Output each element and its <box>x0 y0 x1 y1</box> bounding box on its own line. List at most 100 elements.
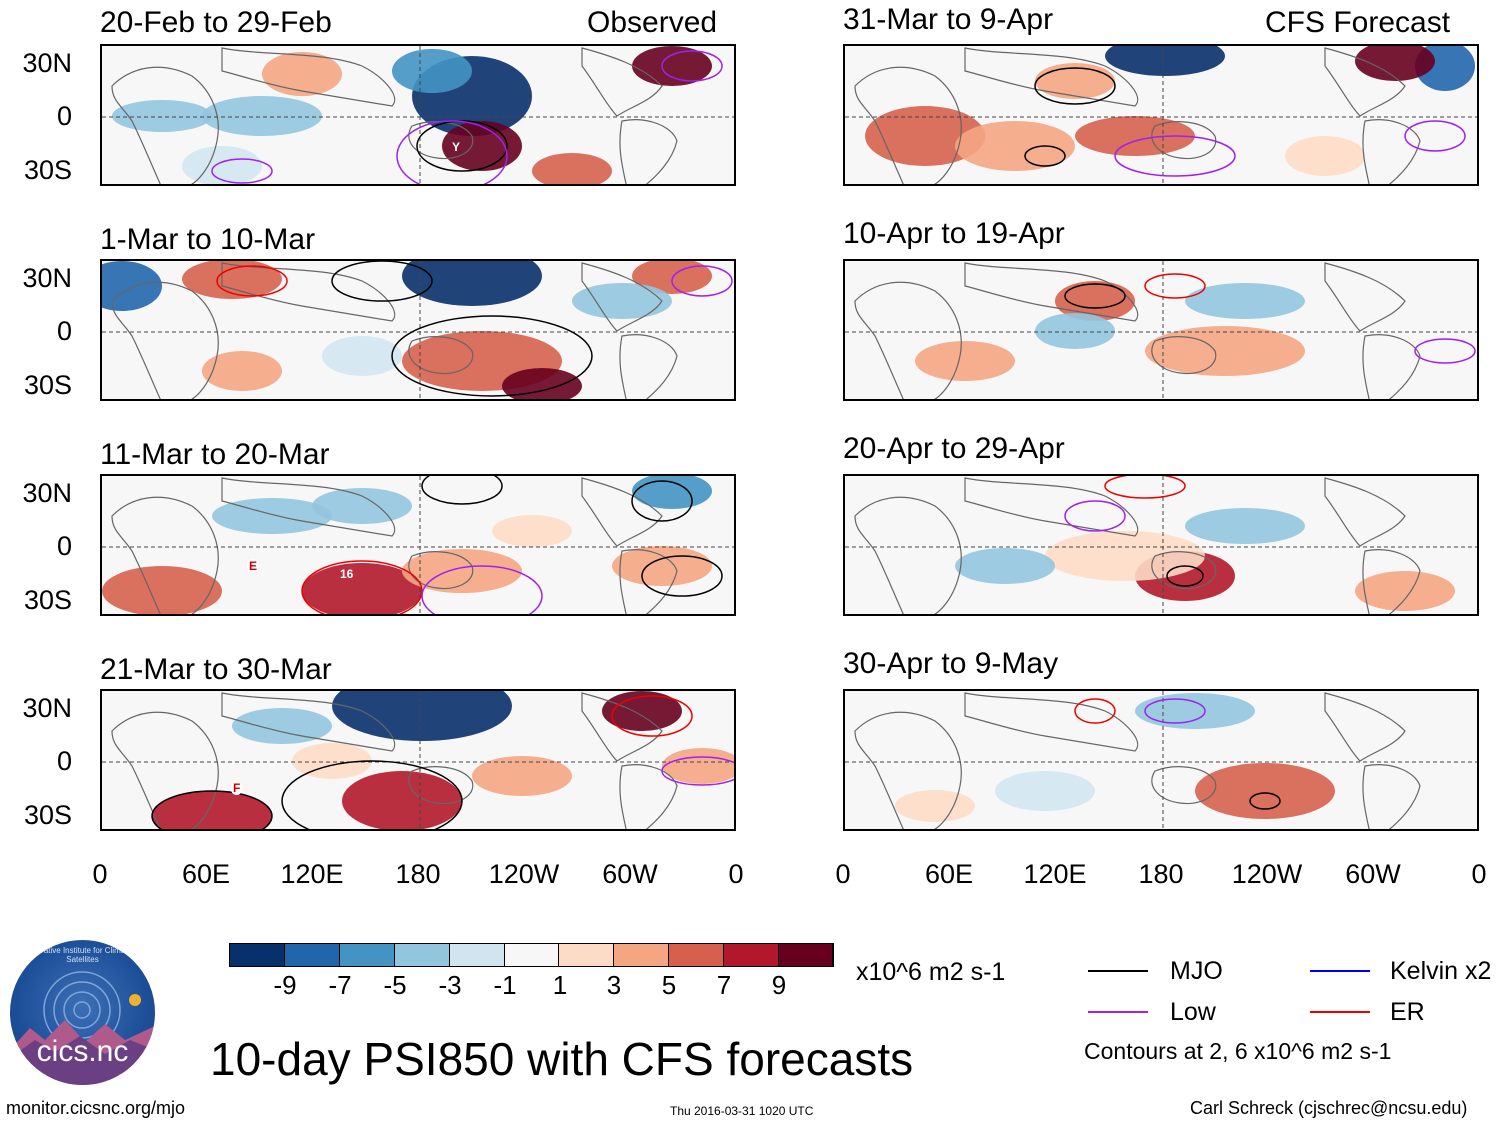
anomaly-shading <box>322 336 402 376</box>
anomaly-shading <box>1195 763 1335 819</box>
colorbar-label: -5 <box>383 970 407 1000</box>
colorbar-units: x10^6 m2 s-1 <box>856 958 1006 986</box>
coastline <box>1324 692 1406 762</box>
anomaly-shading <box>312 488 412 524</box>
lon-label: 0 <box>1471 859 1487 889</box>
lon-label: 60W <box>1345 859 1401 889</box>
anomaly-shading <box>492 515 572 547</box>
lon-label: 0 <box>835 859 851 889</box>
coastline <box>1151 551 1217 590</box>
coastline <box>1362 119 1421 184</box>
anomaly-shading <box>102 566 222 614</box>
anomaly-shading <box>402 549 522 593</box>
map-panel-observed-2 <box>100 259 736 401</box>
colorbar-label: 3 <box>606 970 622 1000</box>
coastline <box>854 281 962 399</box>
map-panel-observed-3 <box>100 474 736 616</box>
wave-contour <box>216 265 288 297</box>
legend-line-mjo <box>1088 970 1148 972</box>
coastline <box>581 262 663 332</box>
coastline <box>619 549 678 614</box>
wave-contour <box>1144 698 1206 724</box>
coastline <box>964 477 1139 537</box>
colorbar-label: 1 <box>552 970 568 1000</box>
wave-contour <box>211 158 273 184</box>
lat-label-30n: 30N <box>22 478 72 508</box>
lon-label: 0 <box>92 859 108 889</box>
map-panel-forecast-3 <box>843 474 1479 616</box>
lon-label: 120W <box>488 859 560 889</box>
coastline <box>408 336 474 375</box>
coastline <box>111 711 219 829</box>
wave-contour <box>1114 135 1236 177</box>
anomaly-shading <box>292 743 372 779</box>
wave-contour <box>1024 145 1066 167</box>
lon-label: 60E <box>181 859 231 889</box>
anomaly-shading <box>152 791 272 829</box>
map-panel-observed-4 <box>100 689 736 831</box>
lon-label: 180 <box>1138 859 1184 889</box>
coastline <box>964 692 1139 752</box>
panel-title-obs-3: 11-Mar to 20-Mar <box>100 438 330 471</box>
anomaly-shading <box>202 351 282 391</box>
lat-label-eq: 0 <box>56 316 72 346</box>
anomaly-shading <box>632 476 712 509</box>
anomaly-shading <box>1075 116 1195 156</box>
coastline <box>1324 47 1406 117</box>
coastline <box>854 66 962 184</box>
colorbar-label: -3 <box>438 970 462 1000</box>
wave-contour <box>631 480 693 522</box>
panel-title-fcst-4: 30-Apr to 9-May <box>843 647 1059 680</box>
coastline <box>111 281 219 399</box>
coastline <box>221 477 396 537</box>
wave-contour <box>1144 273 1206 299</box>
footer-timestamp: Thu 2016-03-31 1020 UTC <box>670 1104 814 1118</box>
lon-label: 0 <box>728 859 744 889</box>
legend-label-low: Low <box>1170 998 1216 1026</box>
anomaly-shading <box>502 368 582 399</box>
legend-line-kelvin <box>1310 970 1370 972</box>
coastline <box>1324 262 1406 332</box>
wave-contour <box>1104 476 1186 499</box>
footer-url: monitor.cicsnc.org/mjo <box>6 1098 186 1118</box>
lat-label-30n: 30N <box>22 48 72 78</box>
colorbar-frame <box>229 943 833 967</box>
anomaly-shading <box>232 708 332 744</box>
anomaly-shading <box>532 153 612 184</box>
logo-swirl-icon <box>10 971 155 1085</box>
lat-label-eq: 0 <box>56 101 72 131</box>
wave-contour <box>151 790 273 829</box>
coastline <box>111 66 219 184</box>
anomaly-shading <box>1185 508 1305 544</box>
wave-contour <box>1064 283 1126 309</box>
lat-label-30s: 30S <box>23 155 72 185</box>
lon-label: 60E <box>924 859 974 889</box>
colorbar-swatch <box>393 943 450 967</box>
lat-label-30s: 30S <box>23 800 72 830</box>
wave-contour <box>1166 565 1204 587</box>
anomaly-shading <box>112 100 212 132</box>
coastline <box>111 496 219 614</box>
map-panel-forecast-4 <box>843 689 1479 831</box>
anomaly-shading <box>332 691 512 741</box>
anomaly-shading <box>1355 46 1435 81</box>
coastline <box>221 262 396 322</box>
anomaly-shading <box>955 121 1075 171</box>
coastline <box>1324 477 1406 547</box>
anomaly-shading <box>1355 571 1455 611</box>
anomaly-shading <box>612 546 712 586</box>
colorbar-label: 5 <box>661 970 677 1000</box>
storm-label: 16 <box>340 567 354 581</box>
map-panel-forecast-1 <box>843 44 1479 186</box>
coastline <box>581 47 663 117</box>
wave-contour <box>671 265 733 297</box>
anomaly-shading <box>182 261 282 299</box>
legend-line-er <box>1310 1011 1370 1013</box>
anomaly-shading <box>865 106 985 166</box>
legend-line-low <box>1088 1011 1148 1013</box>
wave-contour <box>281 760 463 829</box>
anomaly-shading <box>995 771 1095 811</box>
wave-contour <box>1414 338 1476 364</box>
anomaly-shading <box>1185 283 1305 319</box>
storm-label: Y <box>452 140 461 154</box>
